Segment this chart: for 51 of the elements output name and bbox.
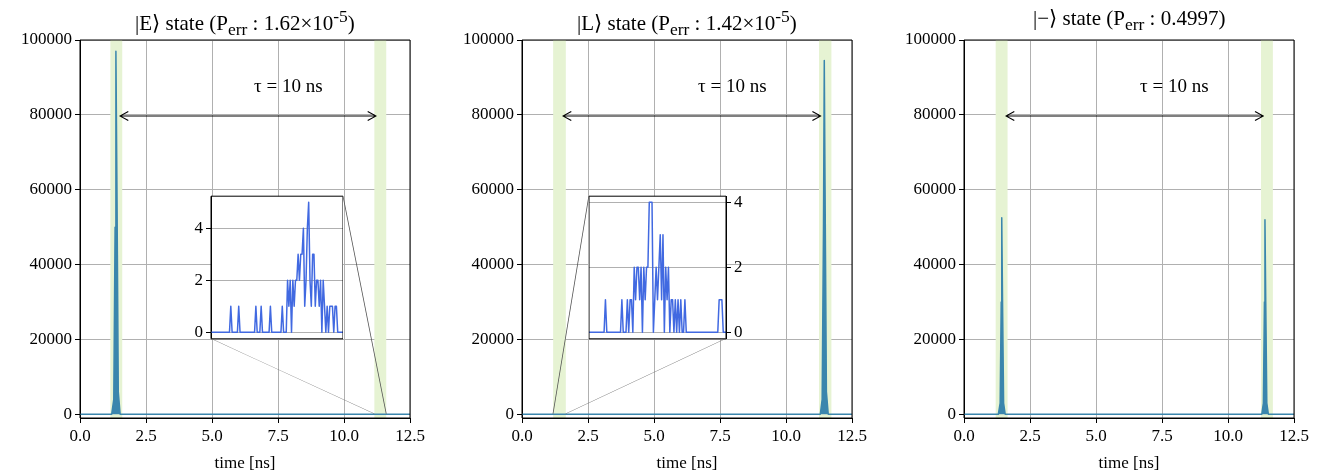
y-tick-label: 0 xyxy=(947,403,956,423)
chart-title: |L⟩ state (P$_{err}$ : 1.42×10$^{-5}$) xyxy=(577,6,797,41)
y-tick-label: 20000 xyxy=(29,328,72,348)
y-tick-label: 2 xyxy=(194,269,203,289)
y-tick-label: 0 xyxy=(733,321,743,341)
x-tick-label: 7.5 xyxy=(267,425,289,445)
x-axis-title: time [ns] xyxy=(214,453,276,473)
y-tick-label: 80000 xyxy=(471,104,514,124)
y-tick-label: 4 xyxy=(733,192,743,212)
y-tick-label: 100000 xyxy=(21,29,72,49)
x-tick-label: 5.0 xyxy=(201,425,223,445)
y-tick-label: 0 xyxy=(194,321,203,341)
y-tick-label: 40000 xyxy=(471,254,514,274)
x-axis-title: time [ns] xyxy=(656,453,718,473)
x-tick-label: 7.5 xyxy=(709,425,731,445)
annotation: τ = 10 ns xyxy=(254,75,323,97)
y-tick-label: 80000 xyxy=(913,104,956,124)
x-tick-label: 0.0 xyxy=(69,425,91,445)
x-tick-label: 10.0 xyxy=(771,425,801,445)
x-tick-label: 10.0 xyxy=(1213,425,1243,445)
y-tick-label: 80000 xyxy=(29,104,72,124)
y-tick-label: 60000 xyxy=(471,179,514,199)
x-tick-label: 12.5 xyxy=(395,425,425,445)
x-tick-label: 5.0 xyxy=(1085,425,1107,445)
x-tick-label: 12.5 xyxy=(1279,425,1309,445)
x-tick-label: 2.5 xyxy=(577,425,599,445)
y-tick-label: 60000 xyxy=(29,179,72,199)
y-tick-label: 2 xyxy=(733,256,743,276)
chart-title: |E⟩ state (P$_{err}$ : 1.62×10$^{-5}$) xyxy=(135,6,355,41)
y-tick-label: 100000 xyxy=(905,29,956,49)
y-tick-label: 20000 xyxy=(913,328,956,348)
x-tick-label: 2.5 xyxy=(135,425,157,445)
y-tick-label: 0 xyxy=(505,403,514,423)
y-tick-label: 0 xyxy=(63,403,72,423)
y-tick-label: 40000 xyxy=(913,254,956,274)
y-tick-label: 20000 xyxy=(471,328,514,348)
x-axis-title: time [ns] xyxy=(1098,453,1160,473)
x-tick-label: 7.5 xyxy=(1151,425,1173,445)
x-tick-label: 0.0 xyxy=(953,425,975,445)
x-tick-label: 5.0 xyxy=(643,425,665,445)
x-tick-label: 10.0 xyxy=(329,425,359,445)
y-tick-label: 100000 xyxy=(463,29,514,49)
y-tick-label: 40000 xyxy=(29,254,72,274)
annotation: τ = 10 ns xyxy=(698,75,767,97)
x-tick-label: 0.0 xyxy=(511,425,533,445)
y-tick-label: 4 xyxy=(194,217,204,237)
x-tick-label: 2.5 xyxy=(1019,425,1041,445)
x-tick-label: 12.5 xyxy=(837,425,867,445)
chart-title: |−⟩ state (P$_{err}$ : 0.4997) xyxy=(1033,6,1226,36)
annotation: τ = 10 ns xyxy=(1140,75,1209,97)
y-tick-label: 60000 xyxy=(913,179,956,199)
